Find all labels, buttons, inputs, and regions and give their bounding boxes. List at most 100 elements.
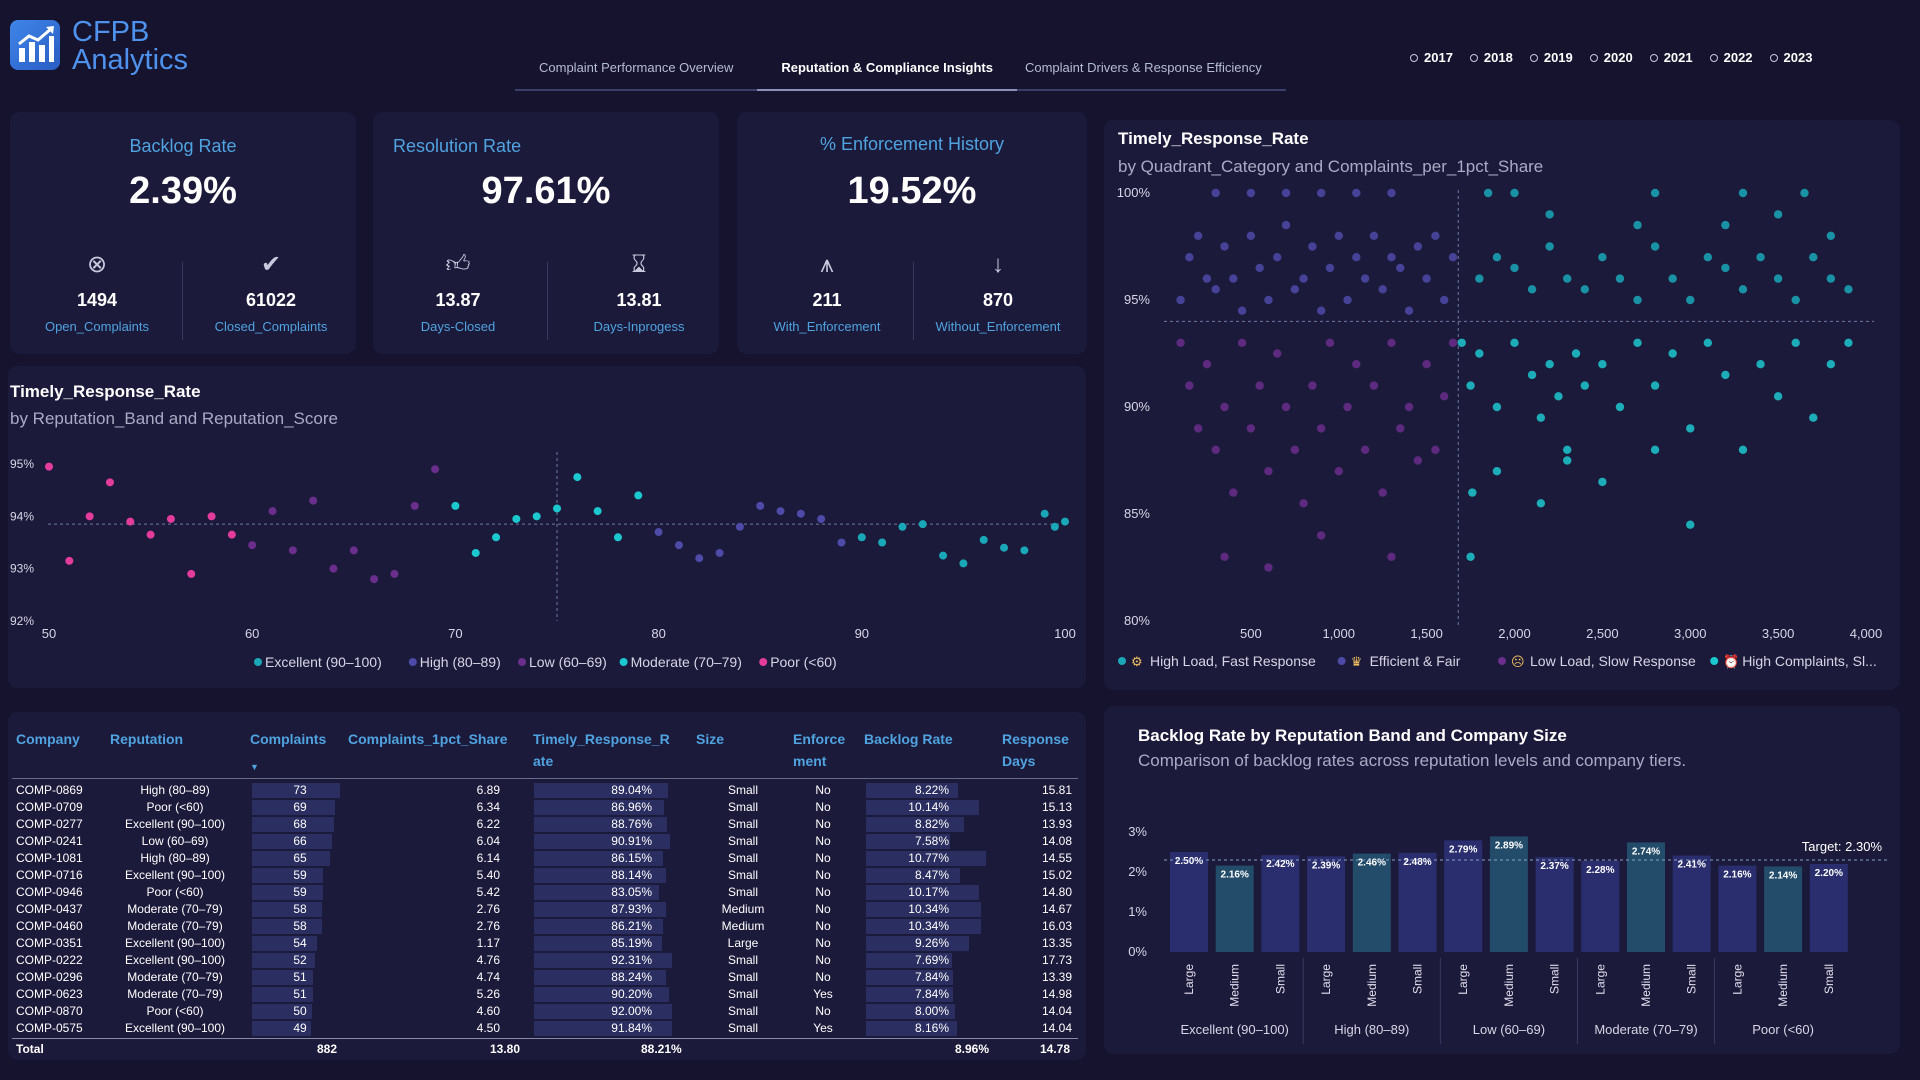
table-row[interactable]: COMP-0709 Poor (<60) 69 6.34 86.96% Small No 10… <box>12 799 1078 816</box>
scatter-point <box>1255 263 1264 273</box>
col-enforcement[interactable]: Enforce ment <box>793 731 846 769</box>
scatter-point <box>1325 263 1335 273</box>
scatter-point <box>227 530 236 539</box>
scatter-point <box>1264 467 1273 476</box>
col-size[interactable]: Size <box>696 731 725 747</box>
table-row[interactable]: COMP-0869 High (80–89) 73 6.89 89.04% Small No… <box>12 782 1078 799</box>
scatter-point <box>1281 188 1291 198</box>
scatter-point <box>1211 285 1220 294</box>
scatter-point <box>573 473 582 482</box>
cell-response-days: 14.80 <box>1041 885 1072 899</box>
table-row[interactable]: COMP-0460 Moderate (70–79) 58 2.76 86.21% Med… <box>12 918 1078 935</box>
tab-complaint-performance[interactable]: Complaint Performance Overview <box>515 56 758 91</box>
cell-reputation: Moderate (70–79) <box>127 987 223 1001</box>
scatter-point <box>1650 381 1660 390</box>
scatter-point <box>85 512 94 521</box>
col-backlog-rate[interactable]: Backlog Rate <box>864 731 953 747</box>
cell-backlog-rate: 8.22% <box>914 783 949 797</box>
group-label: Low (60–69) <box>1473 1022 1545 1037</box>
year-option[interactable]: 2022 <box>1709 50 1753 65</box>
table-row[interactable]: COMP-0623 Moderate (70–79) 51 5.26 90.20% Sma… <box>12 986 1078 1003</box>
col-company[interactable]: Company <box>16 731 80 747</box>
cell-databar <box>866 970 954 985</box>
kpi-sub-days-inprogress: ⌛︎ 13.81 Days-Inprogess <box>554 250 724 334</box>
table-row[interactable]: COMP-1081 High (80–89) 65 6.14 86.15% Small No… <box>12 850 1078 867</box>
scatter-point <box>1343 402 1352 412</box>
scatter-point <box>1246 231 1256 240</box>
sad-face-icon: ☹ <box>1511 654 1525 669</box>
scatter-point <box>1580 381 1589 390</box>
table-row[interactable]: COMP-0296 Moderate (70–79) 51 4.74 88.24% Sma… <box>12 969 1078 986</box>
cell-size: Small <box>727 1021 759 1035</box>
table-row[interactable]: COMP-0277 Excellent (90–100) 68 6.22 88.76% S… <box>12 816 1078 833</box>
divider <box>913 262 914 340</box>
scatter-point <box>939 551 948 560</box>
table-row[interactable]: COMP-0437 Moderate (70–79) 58 2.76 87.93% Med… <box>12 901 1078 918</box>
scatter-point <box>1325 338 1335 347</box>
tab-complaint-drivers[interactable]: Complaint Drivers & Response Efficiency <box>1016 56 1286 91</box>
col-timely-response[interactable]: Timely_Response_R ate <box>533 731 670 769</box>
scatter-point <box>1273 349 1282 358</box>
cell-databar <box>534 817 668 832</box>
tab-reputation-compliance[interactable]: Reputation & Compliance Insights <box>757 56 1017 91</box>
cell-timely-response: 85.19% <box>611 936 652 950</box>
backlog-bar-chart[interactable]: 0% 1% 2% 3% 2.50% Large 2.16% Medium 2.42% Small 2… <box>1104 706 1900 1054</box>
table-row[interactable]: COMP-0575 Excellent (90–100) 49 4.50 91.84% S… <box>12 1020 1078 1037</box>
legend-marker <box>518 658 526 666</box>
col-complaints-share[interactable]: Complaints_1pct_Share <box>348 731 508 747</box>
scatter-point <box>1615 402 1625 412</box>
scatter-point <box>1422 274 1431 283</box>
scatter-point <box>1492 253 1502 262</box>
cell-company: COMP-0869 <box>16 783 83 797</box>
table-row[interactable]: COMP-0241 Low (60–69) 66 6.04 90.91% Small No 7… <box>12 833 1078 850</box>
table-row[interactable]: COMP-0222 Excellent (90–100) 52 4.76 92.31% S… <box>12 952 1078 969</box>
col-complaints[interactable]: Complaints <box>250 731 327 747</box>
cell-complaints-share: 6.34 <box>476 800 500 814</box>
logo-icon <box>10 20 60 70</box>
quadrant-scatter-chart[interactable]: 80% 85% 90% 95% 100% 500 1,000 1,500 2,000 2,500 3… <box>1104 120 1900 690</box>
cell-complaints: 52 <box>293 953 307 967</box>
y-tick-label: 93% <box>10 562 34 576</box>
sort-desc-icon[interactable]: ▼ <box>250 762 259 772</box>
scatter-point <box>1686 424 1695 433</box>
scatter-point <box>1598 477 1607 487</box>
bar <box>1215 865 1254 952</box>
scatter-point <box>796 509 805 518</box>
cell-size: Small <box>727 783 759 797</box>
table-row[interactable]: COMP-0870 Poor (<60) 50 4.60 92.00% Small No 8.… <box>12 1003 1078 1020</box>
table-row[interactable]: COMP-0716 Excellent (90–100) 59 5.40 88.14% S… <box>12 867 1078 884</box>
table-row[interactable]: COMP-0946 Poor (<60) 59 5.42 83.05% Small No 10… <box>12 884 1078 901</box>
cell-timely-response: 86.15% <box>611 851 652 865</box>
cell-databar <box>252 1004 313 1019</box>
year-option[interactable]: 2023 <box>1769 50 1812 65</box>
cell-backlog-rate: 7.58% <box>914 834 949 848</box>
year-option[interactable]: 2019 <box>1529 50 1573 65</box>
cell-complaints: 59 <box>293 868 307 882</box>
scatter-point <box>1844 285 1853 294</box>
x-tick-label: 2,500 <box>1586 626 1619 641</box>
table-row[interactable]: COMP-0351 Excellent (90–100) 54 1.17 85.19% L… <box>12 935 1078 952</box>
total-share: 13.80 <box>490 1042 521 1056</box>
scatter-point <box>1510 338 1519 347</box>
legend-label: Moderate (70–79) <box>631 654 742 670</box>
scatter-point <box>1492 402 1502 412</box>
col-response-days[interactable]: Response Days <box>1002 731 1069 769</box>
year-option[interactable]: 2020 <box>1589 50 1633 65</box>
data-label: 2.50% <box>1175 856 1203 867</box>
cell-reputation: High (80–89) <box>140 851 210 865</box>
cell-enforcement: No <box>815 970 831 984</box>
data-label: 2.14% <box>1769 870 1797 881</box>
year-option[interactable]: 2017 <box>1410 50 1453 65</box>
col-reputation[interactable]: Reputation <box>110 731 184 747</box>
bar <box>1627 842 1665 952</box>
cell-size: Small <box>727 834 759 848</box>
cell-complaints: 58 <box>293 902 307 916</box>
cell-reputation: Poor (<60) <box>146 885 204 899</box>
year-option[interactable]: 2021 <box>1649 50 1693 65</box>
year-option[interactable]: 2018 <box>1469 50 1513 65</box>
alarm-icon: ⏰ <box>1723 653 1739 669</box>
scatter-point <box>1563 456 1572 465</box>
scatter-point <box>1703 338 1713 347</box>
reputation-scatter-chart[interactable]: 92% 93% 94% 95% 50 60 70 80 90 100 Excellent (90–1… <box>8 366 1086 688</box>
cell-timely-response: 90.20% <box>611 987 652 1001</box>
